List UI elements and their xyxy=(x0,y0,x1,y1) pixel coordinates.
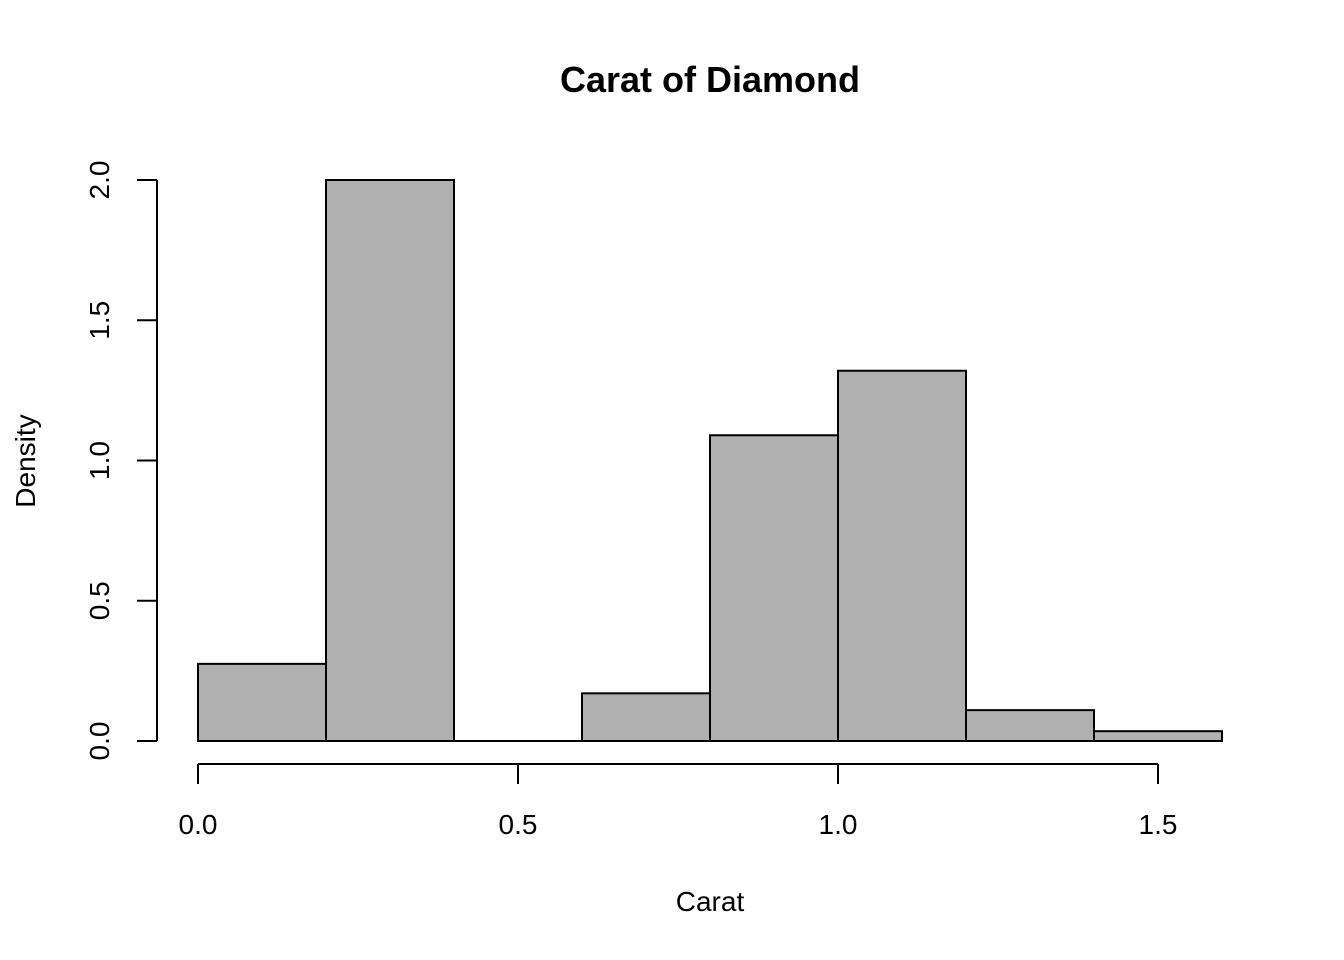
histogram-bar xyxy=(197,662,327,742)
y-axis: 0.0 0.5 1.0 1.5 2.0 xyxy=(84,161,158,761)
x-tick-label: 0.5 xyxy=(499,809,538,840)
x-axis-label: Carat xyxy=(676,886,745,917)
y-tick-label: 0.5 xyxy=(84,581,115,620)
y-tick-label: 0.0 xyxy=(84,722,115,761)
x-tick-label: 1.0 xyxy=(819,809,858,840)
histogram-bar xyxy=(325,179,455,742)
x-axis: 0.0 0.5 1.0 1.5 xyxy=(179,763,1178,840)
histogram-bar xyxy=(837,369,967,742)
y-tick-label: 1.5 xyxy=(84,301,115,340)
y-axis-label: Density xyxy=(10,414,41,507)
histogram-bar xyxy=(1093,730,1223,742)
bars-group xyxy=(197,179,1223,743)
histogram-bar xyxy=(965,709,1095,743)
histogram-bar xyxy=(581,692,711,743)
x-tick-label: 0.0 xyxy=(179,809,218,840)
y-tick-label: 1.0 xyxy=(84,441,115,480)
chart-title: Carat of Diamond xyxy=(560,59,860,100)
y-tick-label: 2.0 xyxy=(84,161,115,200)
histogram-bar xyxy=(709,434,839,742)
x-tick-label: 1.5 xyxy=(1139,809,1178,840)
